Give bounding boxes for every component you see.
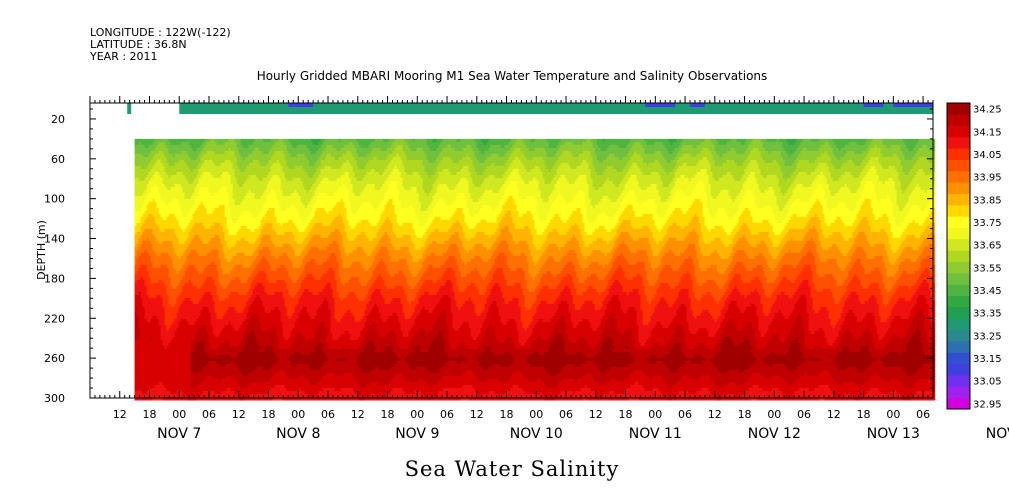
plot-header: LONGITUDE : 122W(-122) LATITUDE : 36.8N … — [89, 26, 767, 83]
chart-title: Hourly Gridded MBARI Mooring M1 Sea Wate… — [257, 69, 768, 83]
salinity-heatmap — [135, 139, 936, 401]
year-label: YEAR : 2011 — [89, 50, 158, 63]
